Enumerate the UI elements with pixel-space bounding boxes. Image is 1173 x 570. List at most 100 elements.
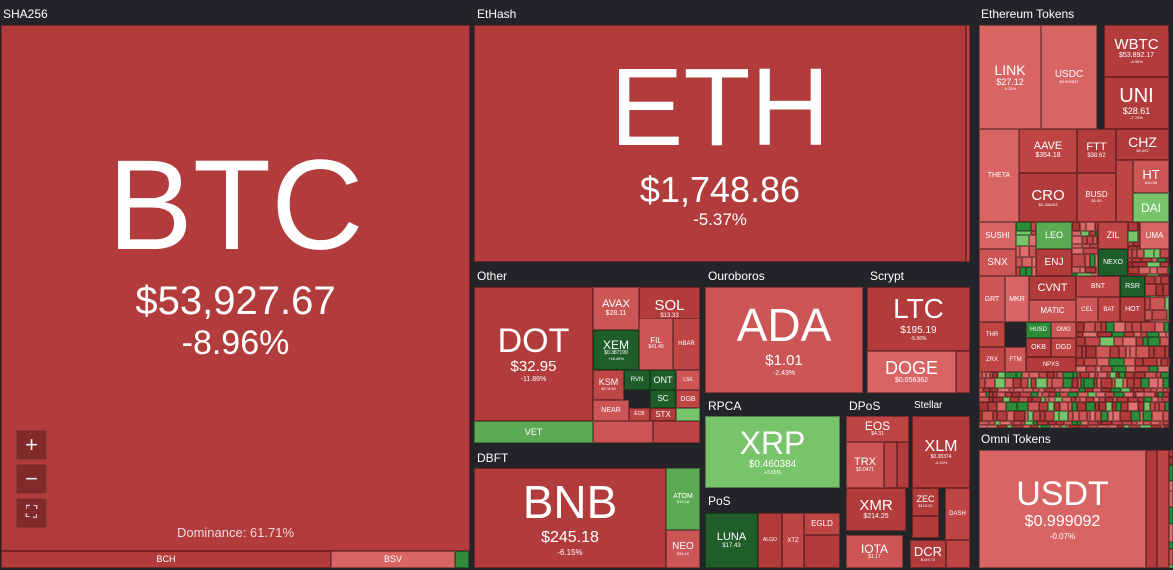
small-token-tile[interactable] [1136, 392, 1144, 397]
small-token-tile[interactable] [1099, 402, 1106, 411]
small-token-tile[interactable] [1161, 276, 1169, 284]
small-token-tile[interactable] [1090, 411, 1095, 421]
small-token-tile[interactable] [1014, 421, 1021, 425]
small-token-tile[interactable] [1111, 388, 1121, 392]
small-token-tile[interactable] [1133, 388, 1144, 392]
small-token-tile[interactable] [1031, 378, 1036, 388]
small-token-tile[interactable] [1145, 372, 1156, 378]
small-token-tile[interactable] [1097, 332, 1112, 337]
small-token-tile[interactable] [1114, 322, 1125, 332]
small-token-tile[interactable] [993, 372, 998, 378]
tile-atom[interactable]: ATOM $19.18 [666, 468, 700, 530]
tile-mkr[interactable]: MKR [1005, 276, 1029, 322]
small-token-tile[interactable] [1016, 267, 1020, 276]
small-token-tile[interactable] [989, 392, 993, 397]
small-token-tile[interactable] [1023, 425, 1030, 428]
small-token-tile[interactable] [1132, 249, 1137, 258]
tile-rvn[interactable]: RVN [624, 370, 650, 390]
small-token-tile[interactable] [1020, 246, 1029, 257]
small-token-tile[interactable] [1048, 421, 1056, 425]
small-token-tile[interactable] [1166, 258, 1169, 262]
small-token-tile[interactable] [1158, 366, 1169, 372]
small-token-tile[interactable] [993, 411, 997, 421]
small-token-tile[interactable] [979, 388, 983, 392]
small-token-tile[interactable] [1113, 411, 1120, 421]
small-token-tile[interactable] [1159, 332, 1166, 337]
small-token-tile[interactable] [1079, 388, 1085, 392]
small-token-tile[interactable] [1152, 411, 1163, 421]
small-token-tile[interactable] [1060, 388, 1070, 392]
small-token-tile[interactable] [1096, 267, 1098, 273]
small-token-tile[interactable] [1114, 392, 1124, 397]
small-token-tile[interactable] [1138, 402, 1144, 411]
small-token-tile[interactable] [986, 372, 990, 378]
small-token-tile[interactable] [1097, 425, 1108, 428]
small-token-tile[interactable] [1095, 322, 1101, 332]
tile-neo[interactable]: NEO $36.10 [666, 530, 700, 568]
small-token-tile[interactable] [1080, 267, 1085, 273]
small-token-tile[interactable] [1021, 421, 1025, 425]
small-token-tile[interactable] [1106, 322, 1114, 332]
tile-dpos-small-1[interactable] [884, 442, 897, 488]
small-token-tile[interactable] [1167, 310, 1169, 320]
tile-leo[interactable]: LEO [1036, 222, 1072, 249]
small-token-tile[interactable] [1112, 402, 1116, 411]
small-token-tile[interactable] [1077, 273, 1092, 276]
small-token-tile[interactable] [1059, 411, 1068, 421]
tile-algo[interactable]: ALGO [758, 513, 782, 568]
small-token-tile[interactable] [1164, 425, 1169, 428]
small-token-tile[interactable] [1128, 258, 1132, 262]
small-token-tile[interactable] [1152, 310, 1167, 320]
small-token-tile[interactable] [1045, 411, 1054, 421]
tile-rsr[interactable]: RSR [1120, 276, 1145, 297]
small-token-tile[interactable] [1137, 249, 1144, 258]
small-token-tile[interactable] [1128, 262, 1132, 267]
small-token-tile[interactable] [1042, 392, 1049, 397]
small-token-tile[interactable] [1097, 236, 1099, 244]
small-token-tile[interactable] [1121, 388, 1130, 392]
small-token-tile[interactable] [1150, 402, 1155, 411]
small-token-tile[interactable] [1145, 320, 1150, 322]
tile-husd[interactable]: HUSD [1026, 322, 1051, 338]
small-token-tile[interactable] [1128, 397, 1138, 402]
small-token-tile[interactable] [1078, 378, 1081, 388]
small-token-tile[interactable] [1151, 388, 1157, 392]
small-token-tile[interactable] [1028, 411, 1033, 421]
small-token-tile[interactable] [1128, 242, 1133, 246]
small-token-tile[interactable] [1160, 249, 1169, 258]
small-token-tile[interactable] [1014, 388, 1023, 392]
small-token-tile[interactable] [1086, 402, 1095, 411]
small-token-tile[interactable] [1165, 346, 1169, 358]
small-token-tile[interactable] [1072, 273, 1077, 276]
small-token-tile[interactable] [1125, 322, 1132, 332]
tile-zrx[interactable]: ZRX [979, 347, 1005, 372]
small-token-tile[interactable] [1099, 397, 1105, 402]
small-token-tile[interactable] [1023, 388, 1033, 392]
small-token-tile[interactable] [1056, 421, 1064, 425]
small-token-tile[interactable] [1054, 425, 1059, 428]
small-token-tile[interactable] [1152, 258, 1157, 262]
small-token-tile[interactable] [1159, 402, 1165, 411]
small-token-tile[interactable] [1150, 320, 1158, 322]
small-token-tile[interactable] [1016, 231, 1031, 235]
small-token-tile[interactable] [1144, 388, 1151, 392]
tile-usdc[interactable]: USDC $0.999837 [1041, 25, 1097, 129]
small-token-tile[interactable] [1096, 392, 1105, 397]
small-token-tile[interactable] [1084, 378, 1094, 388]
tile-usdt[interactable]: USDT $0.999092 -0.07% [979, 450, 1146, 568]
small-token-tile[interactable] [1070, 388, 1079, 392]
small-token-tile[interactable] [1062, 425, 1066, 428]
small-token-tile[interactable] [1128, 231, 1138, 242]
small-token-tile[interactable] [1010, 397, 1019, 402]
small-token-tile[interactable] [1105, 392, 1114, 397]
small-token-tile[interactable] [1096, 366, 1101, 372]
small-token-tile[interactable] [1094, 397, 1099, 402]
small-token-tile[interactable] [979, 372, 982, 378]
small-token-tile[interactable] [1055, 388, 1060, 392]
small-token-tile[interactable] [1085, 388, 1093, 392]
small-token-tile[interactable] [1125, 372, 1134, 378]
tile-other-3[interactable] [653, 421, 700, 443]
small-token-tile[interactable] [1072, 378, 1078, 388]
small-token-tile[interactable] [1006, 402, 1017, 411]
small-token-tile[interactable] [1044, 388, 1055, 392]
